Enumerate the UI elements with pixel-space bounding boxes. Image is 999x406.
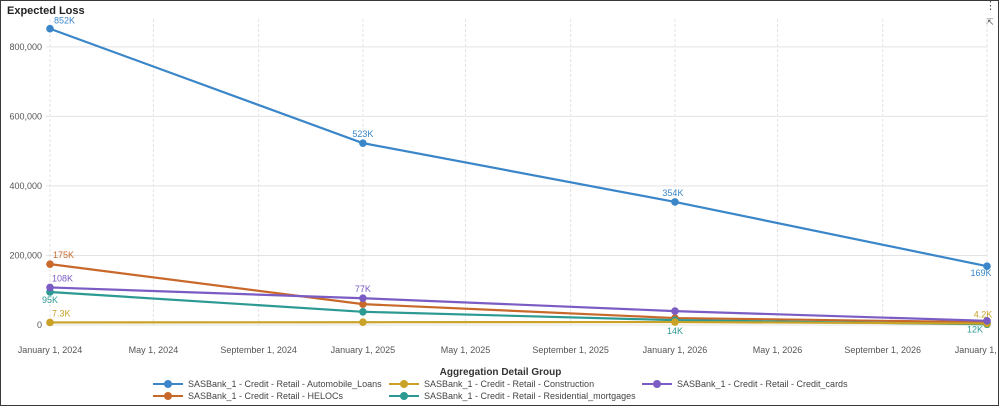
data-point[interactable] [359, 294, 367, 303]
legend-item[interactable]: SASBank_1 - Credit - Retail - Residentia… [389, 391, 636, 401]
x-tick-label: September 1, 2026 [844, 345, 921, 355]
data-point[interactable] [359, 300, 367, 308]
data-point[interactable] [46, 283, 54, 292]
legend-swatch-icon [389, 392, 419, 400]
more-options-icon[interactable]: ⋮ [985, 0, 996, 12]
x-tick-label: January 1, 2024 [18, 345, 83, 355]
x-tick-label: May 1, 2026 [753, 345, 803, 355]
legend-swatch-icon [389, 380, 419, 388]
legend-label: SASBank_1 - Credit - Retail - Constructi… [424, 379, 595, 389]
data-point[interactable] [46, 24, 54, 33]
data-point[interactable] [983, 317, 991, 325]
data-label: 852K [54, 16, 75, 26]
data-point[interactable] [46, 318, 54, 327]
data-point[interactable] [359, 307, 367, 316]
data-label: 14K [667, 326, 683, 336]
y-tick-label: 400,000 [9, 181, 42, 191]
legend-label: SASBank_1 - Credit - Retail - Residentia… [424, 391, 636, 401]
chart-title: Expected Loss [7, 5, 85, 17]
data-point[interactable] [671, 318, 679, 326]
legend-item[interactable]: SASBank_1 - Credit - Retail - HELOCs [153, 391, 343, 401]
line-chart: 0 200,000 400,000 600,000 800,000 January 1, … [9, 16, 998, 355]
y-tick-label: 800,000 [9, 42, 42, 52]
legend-swatch-icon [642, 380, 672, 388]
x-tick-label: September 1, 2024 [220, 345, 297, 355]
data-point[interactable] [671, 198, 679, 206]
series-line [49, 27, 988, 268]
data-point[interactable] [983, 262, 991, 271]
data-label: 175K [53, 250, 74, 260]
y-tick-label: 200,000 [9, 250, 42, 260]
x-tick-label: January 1, 2027 [955, 345, 998, 355]
data-label: 4.2K [974, 310, 993, 320]
expand-icon[interactable]: ⇱ [986, 17, 994, 27]
legend-item[interactable]: SASBank_1 - Credit - Retail - Constructi… [389, 379, 594, 389]
x-tick-label: January 1, 2025 [331, 345, 396, 355]
legend-title: Aggregation Detail Group [439, 367, 562, 378]
legend-swatch-icon [153, 392, 183, 400]
data-label: 95K [42, 295, 58, 305]
x-tick-label: May 1, 2025 [441, 345, 491, 355]
data-point[interactable] [46, 260, 54, 268]
series-line [49, 320, 988, 325]
data-label: 108K [52, 273, 73, 283]
data-point[interactable] [671, 307, 679, 315]
y-tick-label: 0 [37, 320, 42, 330]
series-line [49, 263, 988, 324]
legend-item[interactable]: SASBank_1 - Credit - Retail - Credit_car… [642, 379, 848, 389]
x-tick-label: September 1, 2025 [532, 345, 609, 355]
data-point[interactable] [359, 318, 367, 327]
data-label: 354K [662, 188, 683, 198]
data-point[interactable] [359, 139, 367, 147]
x-tick-label: May 1, 2024 [129, 345, 179, 355]
legend-label: SASBank_1 - Credit - Retail - Credit_car… [677, 379, 848, 389]
data-label: 7.3K [52, 308, 71, 318]
legend-label: SASBank_1 - Credit - Retail - Automobile… [188, 379, 382, 389]
data-label: 77K [355, 284, 371, 294]
legend-swatch-icon [153, 380, 183, 388]
legend-label: SASBank_1 - Credit - Retail - HELOCs [188, 391, 344, 401]
series-line [49, 286, 988, 322]
y-tick-label: 600,000 [9, 111, 42, 121]
data-label: 523K [352, 129, 373, 139]
legend-item[interactable]: SASBank_1 - Credit - Retail - Automobile… [153, 379, 382, 389]
data-label: 12K [967, 324, 983, 334]
x-tick-label: January 1, 2026 [643, 345, 708, 355]
data-label: 169K [970, 268, 991, 278]
